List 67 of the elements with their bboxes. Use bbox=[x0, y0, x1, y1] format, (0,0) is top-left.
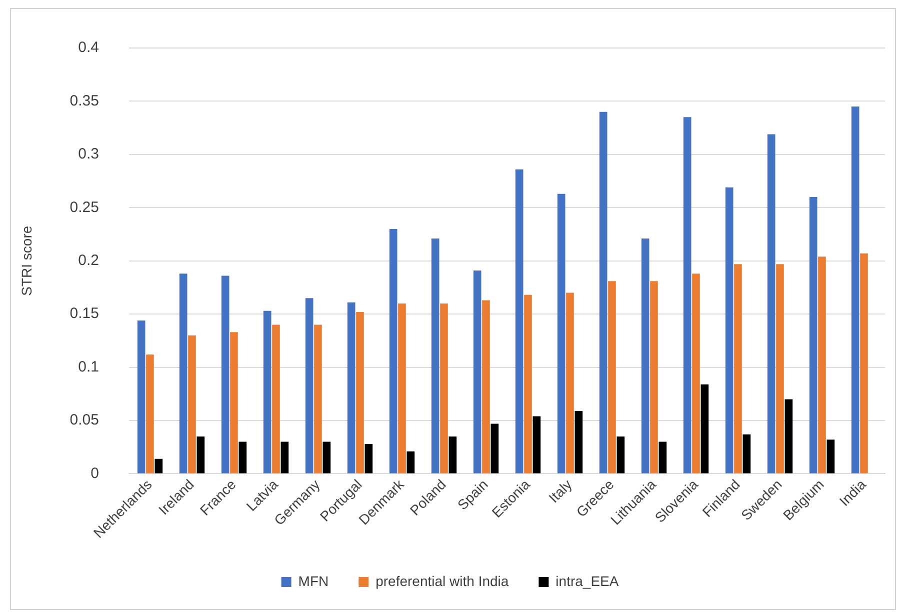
bar bbox=[263, 310, 272, 474]
bar bbox=[767, 134, 776, 474]
bar bbox=[809, 197, 818, 474]
bar bbox=[608, 281, 616, 474]
bar bbox=[742, 434, 751, 474]
y-axis-title: STRI score bbox=[18, 226, 34, 296]
bar bbox=[599, 112, 608, 474]
bar bbox=[188, 335, 196, 474]
bar bbox=[557, 194, 566, 474]
y-tick-label: 0 bbox=[90, 464, 99, 482]
bar bbox=[154, 458, 163, 474]
legend-label: MFN bbox=[298, 572, 329, 589]
bar bbox=[398, 303, 406, 474]
bar bbox=[784, 399, 793, 474]
bar bbox=[137, 320, 146, 474]
bar bbox=[725, 187, 734, 474]
bar bbox=[826, 440, 835, 474]
bar bbox=[440, 303, 448, 474]
bar bbox=[700, 384, 709, 474]
bar bbox=[196, 436, 205, 474]
legend-label: preferential with India bbox=[376, 572, 509, 589]
bar bbox=[524, 294, 532, 474]
bar bbox=[272, 324, 280, 474]
bar bbox=[776, 264, 784, 474]
bar bbox=[238, 442, 247, 474]
bar bbox=[860, 253, 868, 474]
bar bbox=[641, 238, 650, 474]
bar bbox=[431, 238, 440, 474]
bar bbox=[473, 270, 482, 474]
bar bbox=[389, 228, 398, 474]
y-tick-label: 0.25 bbox=[70, 198, 99, 216]
bar bbox=[482, 300, 490, 474]
bar bbox=[221, 276, 230, 474]
legend-label: intra_EEA bbox=[556, 572, 620, 589]
bar bbox=[566, 292, 574, 474]
bar bbox=[179, 274, 188, 474]
bar bbox=[406, 451, 415, 474]
bar bbox=[146, 354, 154, 474]
bar bbox=[515, 169, 524, 474]
bar bbox=[532, 416, 541, 474]
y-tick-label: 0.15 bbox=[70, 305, 99, 322]
bar bbox=[818, 256, 826, 474]
x-tick-label: Italy bbox=[545, 476, 575, 506]
y-tick-label: 0.35 bbox=[70, 92, 99, 110]
y-tick-label: 0.3 bbox=[78, 146, 99, 163]
y-tick-label: 0.2 bbox=[78, 252, 99, 270]
bar bbox=[448, 436, 457, 474]
y-tick-label: 0.1 bbox=[78, 358, 99, 376]
bar bbox=[658, 442, 667, 474]
bar bbox=[692, 274, 700, 474]
y-tick-label: 0.05 bbox=[70, 412, 99, 429]
bar bbox=[356, 312, 364, 474]
bar bbox=[314, 324, 322, 474]
bar bbox=[851, 106, 860, 474]
bar bbox=[734, 264, 742, 474]
bar bbox=[230, 332, 238, 474]
bar bbox=[347, 302, 356, 474]
bar bbox=[490, 424, 499, 474]
y-tick-label: 0.4 bbox=[78, 39, 99, 56]
bar bbox=[364, 444, 373, 474]
bar bbox=[574, 410, 583, 474]
bar bbox=[305, 298, 314, 474]
bar bbox=[322, 442, 331, 474]
bar bbox=[616, 436, 625, 474]
bar bbox=[650, 281, 658, 474]
bar bbox=[683, 117, 692, 474]
bar bbox=[280, 442, 289, 474]
